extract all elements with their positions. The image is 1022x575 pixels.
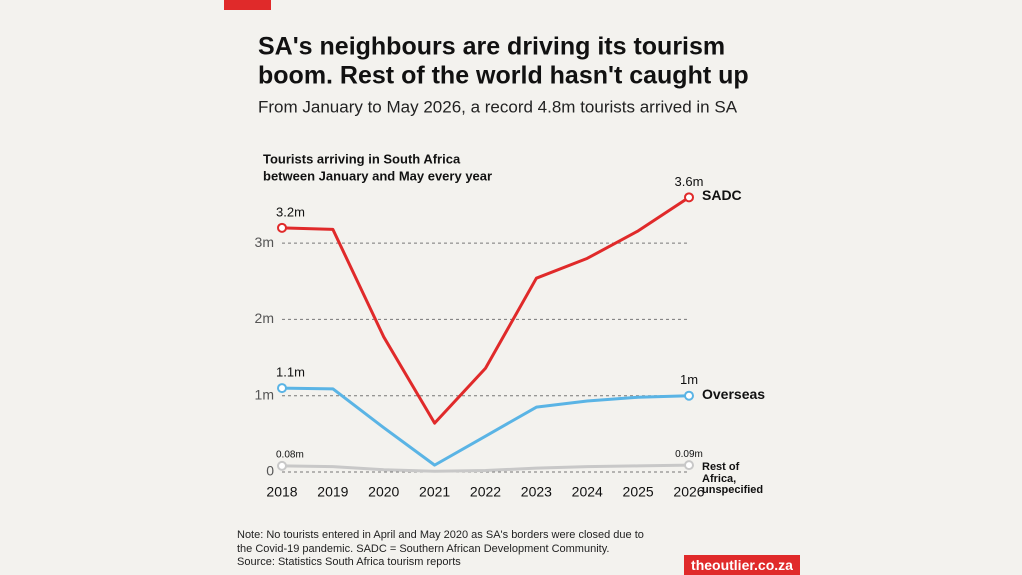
value-label: 3.2m	[276, 204, 305, 219]
end-marker	[684, 390, 694, 401]
y-tick-label: 3m	[255, 234, 274, 250]
end-marker	[277, 222, 287, 233]
chart-subtitle: From January to May 2026, a record 4.8m …	[258, 97, 738, 116]
x-tick-label: 2024	[572, 484, 603, 500]
y-tick-label: 2m	[255, 310, 274, 326]
end-marker	[277, 383, 287, 394]
x-tick-label: 2018	[266, 484, 297, 500]
x-tick-label: 2025	[623, 484, 654, 500]
series-label: Rest of Africa, unspecified	[702, 461, 764, 497]
chart-title-line: boom. Rest of the world hasn't caught up	[258, 62, 749, 90]
y-axis-title: between January and May every year	[263, 168, 492, 183]
value-label: 0.09m	[675, 449, 703, 460]
value-label: 0.08m	[276, 450, 304, 461]
value-label: 1m	[680, 372, 698, 387]
series-label: SADC	[702, 187, 742, 204]
y-tick-label: 0	[266, 463, 274, 479]
y-tick-label: 1m	[255, 386, 274, 402]
x-tick-label: 2026	[673, 484, 704, 500]
x-tick-label: 2021	[419, 484, 450, 500]
accent-bar	[224, 0, 271, 10]
end-marker	[277, 460, 287, 471]
x-tick-label: 2022	[470, 484, 501, 500]
series-line	[281, 386, 690, 467]
end-marker	[684, 192, 694, 203]
end-marker	[684, 460, 694, 471]
value-label: 3.6m	[675, 174, 704, 189]
chart-title-line: SA's neighbours are driving its tourism	[258, 33, 725, 61]
series-label: Overseas	[702, 385, 766, 402]
x-tick-label: 2020	[368, 484, 399, 500]
x-tick-label: 2023	[521, 484, 552, 500]
note: Source: Statistics South Africa tourism …	[237, 556, 461, 568]
brand: theoutlier.co.za	[684, 555, 800, 575]
note: the Covid-19 pandemic. SADC = Southern A…	[237, 543, 609, 555]
value-label: 1.1m	[276, 365, 305, 380]
series-line	[281, 463, 690, 473]
note: Note: No tourists entered in April and M…	[237, 529, 644, 541]
series-line	[281, 196, 690, 425]
x-tick-label: 2019	[317, 484, 348, 500]
y-axis-title: Tourists arriving in South Africa	[263, 151, 461, 166]
